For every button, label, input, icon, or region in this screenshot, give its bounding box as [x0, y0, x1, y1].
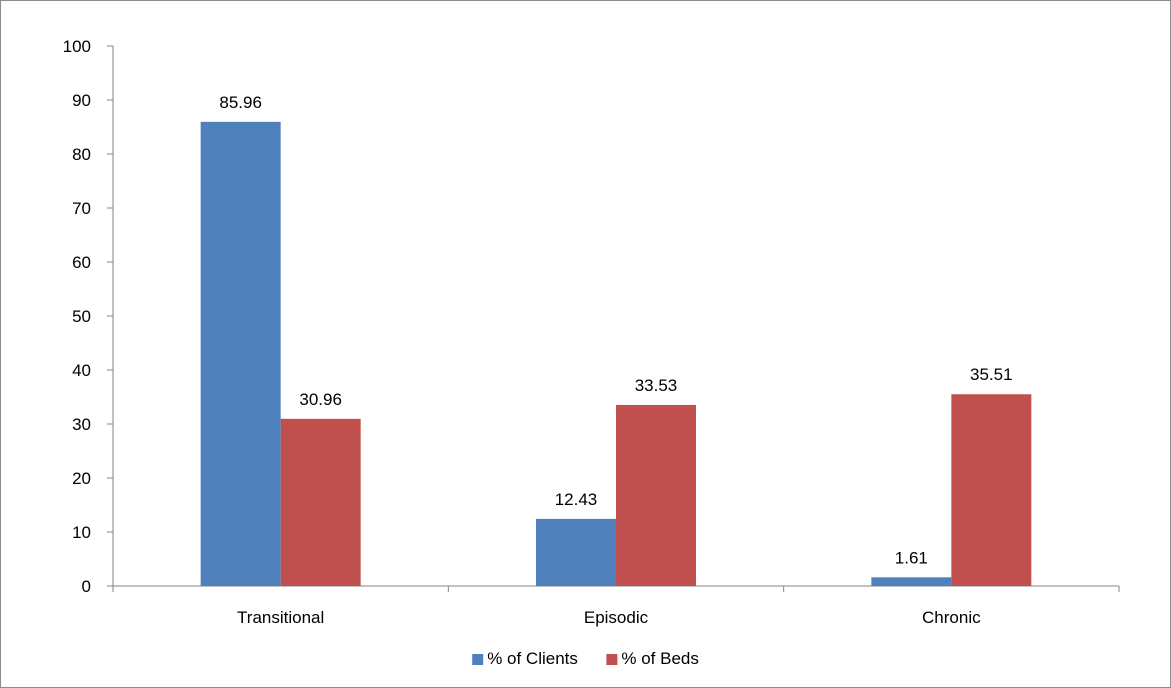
y-tick-label: 70	[72, 199, 91, 218]
y-tick-label: 100	[63, 37, 91, 56]
bar-beds	[951, 394, 1032, 586]
y-tick-label: 40	[72, 361, 91, 380]
y-tick-label: 0	[82, 577, 91, 596]
x-category-label: Episodic	[584, 608, 649, 627]
x-category-label: Transitional	[237, 608, 324, 627]
legend: % of Clients % of Beds	[472, 649, 699, 668]
y-axis: 0 10 20 30 40 50 60 70 80 90 100	[63, 37, 114, 596]
bar-clients	[536, 518, 616, 586]
data-label: 1.61	[895, 548, 928, 567]
legend-swatch	[606, 654, 618, 665]
data-label: 30.96	[299, 390, 342, 409]
data-label: 12.43	[555, 490, 598, 509]
y-tick-label: 90	[72, 91, 91, 110]
bar-beds	[280, 418, 361, 586]
bar-clients	[871, 577, 952, 586]
data-labels: 85.96 12.43 1.61 30.96 33.53 35.51	[219, 93, 1012, 567]
bar-clients	[200, 121, 281, 586]
data-label: 35.51	[970, 365, 1013, 384]
legend-label: % of Beds	[621, 649, 699, 668]
legend-swatch	[472, 654, 484, 665]
bar-beds	[616, 404, 696, 586]
x-axis: Transitional Episodic Chronic	[112, 585, 1120, 627]
y-tick-label: 60	[72, 253, 91, 272]
y-tick-label: 30	[72, 415, 91, 434]
bars	[200, 121, 1032, 586]
data-label: 85.96	[219, 93, 262, 112]
y-tick-label: 50	[72, 307, 91, 326]
x-category-label: Chronic	[922, 608, 981, 627]
y-tick-label: 10	[72, 523, 91, 542]
data-label: 33.53	[635, 376, 678, 395]
y-tick-label: 80	[72, 145, 91, 164]
y-tick-label: 20	[72, 469, 91, 488]
legend-label: % of Clients	[487, 649, 578, 668]
